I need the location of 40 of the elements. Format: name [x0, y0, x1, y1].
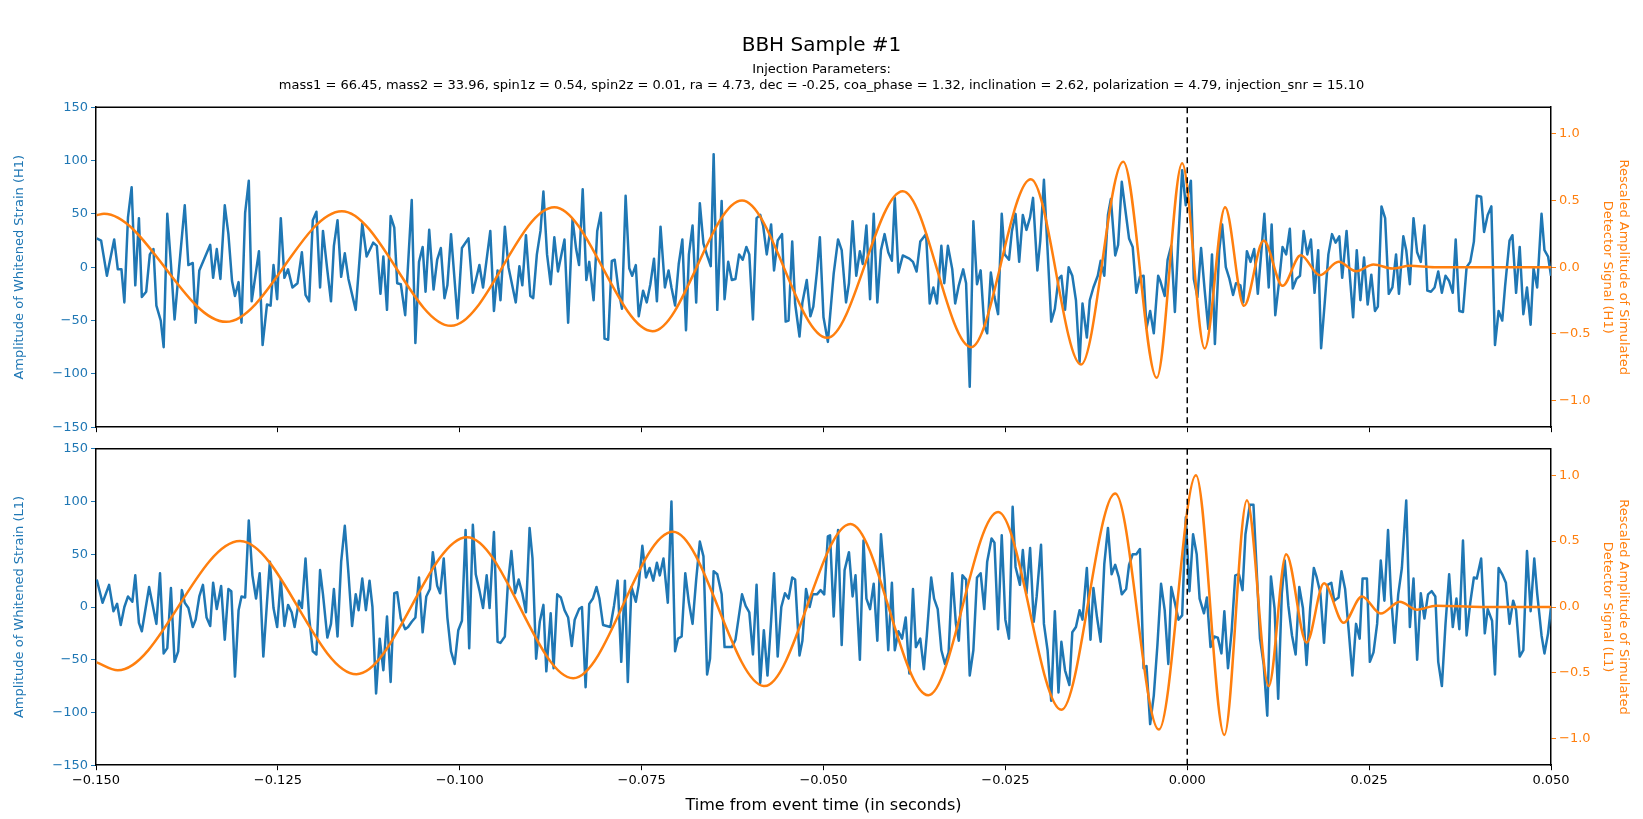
- y2-tick-label: 1.0: [1559, 125, 1580, 141]
- y-axis-title: Amplitude of Whitened Strain (H1): [11, 154, 27, 380]
- x-tick-label: −0.075: [617, 772, 666, 788]
- y2-axis-title: Rescaled Amplitude of Simulated Detector Signal (H1): [1601, 159, 1632, 375]
- x-tick-label: −0.100: [435, 772, 484, 788]
- y-tick-label: 100: [63, 151, 88, 167]
- x-tick-label: −0.025: [981, 772, 1030, 788]
- y2-tick-label: −1.0: [1559, 730, 1591, 746]
- y-tick-label: −150: [52, 418, 88, 434]
- y2-tick-label: −0.5: [1559, 664, 1591, 680]
- y-tick-label: −50: [60, 311, 88, 327]
- y-tick-label: 50: [71, 545, 88, 561]
- y-tick-label: 150: [63, 440, 88, 456]
- chart-title: BBH Sample #1: [741, 32, 902, 57]
- x-tick-label: 0.050: [1532, 772, 1570, 788]
- y-tick-label: −100: [52, 365, 88, 381]
- x-tick-label: −0.050: [799, 772, 848, 788]
- y-tick-label: −150: [52, 756, 88, 772]
- y-tick-label: 0: [79, 598, 88, 614]
- chart-subtitle: Injection Parameters: mass1 = 66.45, mass2 = 33.96, spin1z = 0.54, spin2z = 0.01, ra = 4.73, dec = -0.25, coa_phase = 1.32, inclination = 2.62, polarization = 4.79, injection_snr = 15.10: [278, 61, 1365, 92]
- y2-tick-label: 0.5: [1559, 532, 1580, 548]
- x-axis-title: Time from event time (in seconds): [684, 794, 962, 814]
- x-tick-label: 0.025: [1350, 772, 1388, 788]
- x-tick-label: −0.150: [71, 772, 121, 788]
- y-tick-label: 0: [79, 258, 88, 274]
- y-tick-label: 100: [63, 492, 88, 508]
- y2-axis-title: Rescaled Amplitude of Simulated Detector Signal (L1): [1601, 499, 1632, 715]
- y2-tick-label: 0.0: [1559, 598, 1580, 614]
- y-tick-label: −50: [60, 651, 88, 667]
- y2-tick-label: 0.0: [1559, 258, 1580, 274]
- y-tick-label: −100: [52, 703, 88, 719]
- x-tick-label: −0.125: [253, 772, 302, 788]
- y2-tick-label: −0.5: [1559, 325, 1591, 341]
- y2-tick-label: 1.0: [1559, 466, 1580, 482]
- y-axis-title: Amplitude of Whitened Strain (L1): [11, 495, 27, 719]
- x-tick-label: 0.000: [1168, 772, 1206, 788]
- y-tick-label: 50: [71, 205, 88, 221]
- y-tick-label: 150: [63, 98, 88, 114]
- y2-tick-label: −1.0: [1559, 391, 1591, 407]
- y2-tick-label: 0.5: [1559, 191, 1580, 207]
